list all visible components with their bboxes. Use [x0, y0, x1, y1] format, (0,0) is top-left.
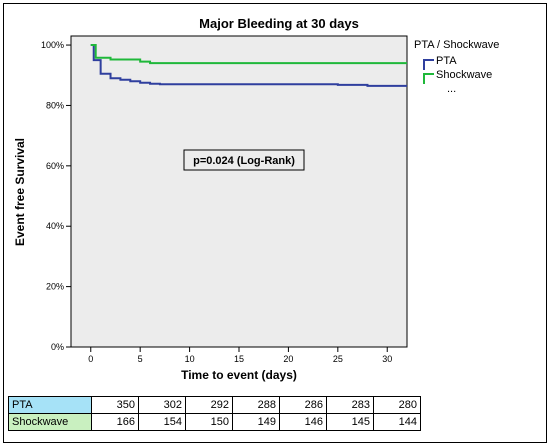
- risk-row-shockwave: Shockwave 166 154 150 149 146 145 144: [8, 413, 421, 431]
- risk-cell: 286: [279, 396, 327, 414]
- x-tick-label: 15: [234, 354, 244, 364]
- y-tick-label: 80%: [46, 100, 64, 110]
- risk-cell: 166: [91, 413, 139, 431]
- risk-cell: 154: [138, 413, 186, 431]
- legend-swatch-shockwave: [423, 73, 434, 84]
- risk-row-pta: PTA 350 302 292 288 286 283 280: [8, 396, 421, 414]
- y-tick-label: 100%: [41, 40, 64, 50]
- y-tick-label: 0%: [51, 342, 64, 352]
- risk-table: PTA 350 302 292 288 286 283 280 Shockwav…: [8, 396, 421, 431]
- risk-row-label: Shockwave: [8, 413, 92, 431]
- plot-area: [70, 35, 408, 348]
- risk-cell: 145: [326, 413, 374, 431]
- risk-cell: 302: [138, 396, 186, 414]
- risk-cell: 144: [373, 413, 421, 431]
- pvalue-annotation: p=0.024 (Log-Rank): [193, 155, 295, 167]
- series-line-pta: [90, 44, 407, 87]
- risk-cell: 149: [232, 413, 280, 431]
- x-axis: 0 5 10 15 20 25 30: [88, 347, 392, 364]
- legend-title: PTA / Shockwave: [414, 39, 499, 51]
- y-tick-label: 40%: [46, 221, 64, 231]
- risk-cell: 288: [232, 396, 280, 414]
- legend-label-shockwave: Shockwave: [436, 69, 492, 81]
- legend: PTA / Shockwave PTA Shockwave ...: [414, 39, 499, 95]
- x-tick-label: 0: [88, 354, 93, 364]
- y-tick-label: 20%: [46, 282, 64, 292]
- legend-ellipsis: ...: [447, 83, 456, 95]
- x-tick-label: 25: [333, 354, 343, 364]
- x-tick-label: 5: [138, 354, 143, 364]
- y-axis: 0% 20% 40% 60% 80% 100%: [41, 40, 71, 352]
- risk-cell: 350: [91, 396, 139, 414]
- x-tick-label: 20: [283, 354, 293, 364]
- x-tick-label: 30: [382, 354, 392, 364]
- series-line-shockwave: [90, 44, 407, 65]
- risk-cell: 283: [326, 396, 374, 414]
- survival-chart: Major Bleeding at 30 days 0% 20% 40% 60% 80%…: [13, 16, 499, 382]
- survival-curves: [90, 44, 407, 87]
- risk-cell: 292: [185, 396, 233, 414]
- chart-title: Major Bleeding at 30 days: [199, 16, 359, 31]
- risk-cell: 280: [373, 396, 421, 414]
- x-axis-label: Time to event (days): [181, 368, 297, 382]
- risk-cell: 150: [185, 413, 233, 431]
- y-tick-label: 60%: [46, 161, 64, 171]
- x-tick-label: 10: [185, 354, 195, 364]
- y-axis-label: Event free Survival: [13, 138, 27, 246]
- risk-cell: 146: [279, 413, 327, 431]
- legend-swatch-pta: [423, 59, 434, 70]
- annotation-box: [183, 149, 305, 171]
- risk-row-label: PTA: [8, 396, 92, 414]
- chart-frame: Major Bleeding at 30 days 0% 20% 40% 60% 80%…: [3, 3, 547, 443]
- legend-label-pta: PTA: [436, 55, 457, 67]
